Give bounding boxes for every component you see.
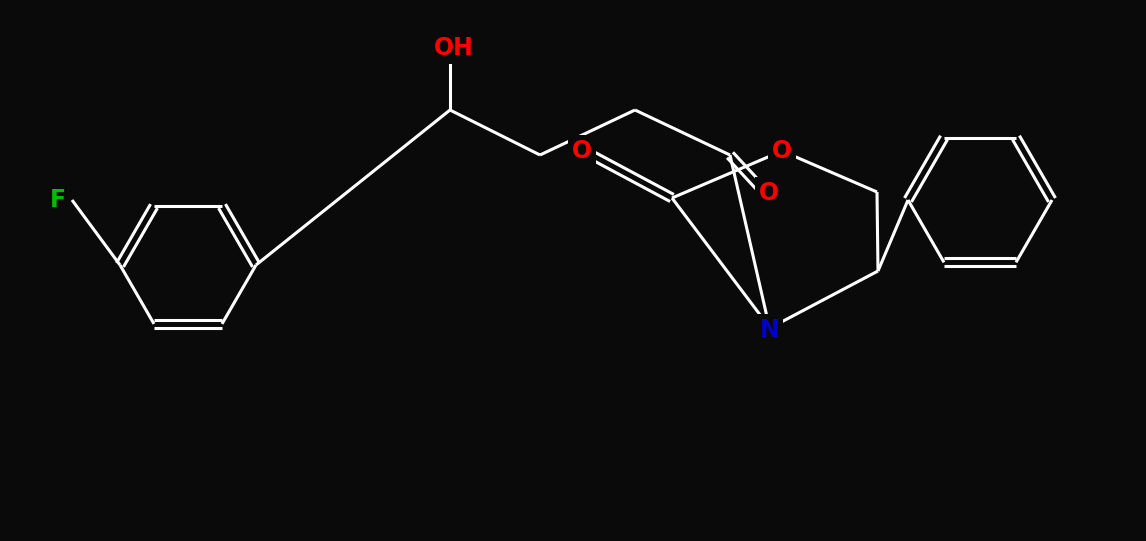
Text: OH: OH bbox=[434, 36, 474, 60]
Text: F: F bbox=[50, 188, 66, 212]
Text: N: N bbox=[760, 318, 780, 342]
Text: O: O bbox=[572, 139, 592, 163]
Text: O: O bbox=[772, 139, 792, 163]
Text: O: O bbox=[759, 181, 779, 205]
